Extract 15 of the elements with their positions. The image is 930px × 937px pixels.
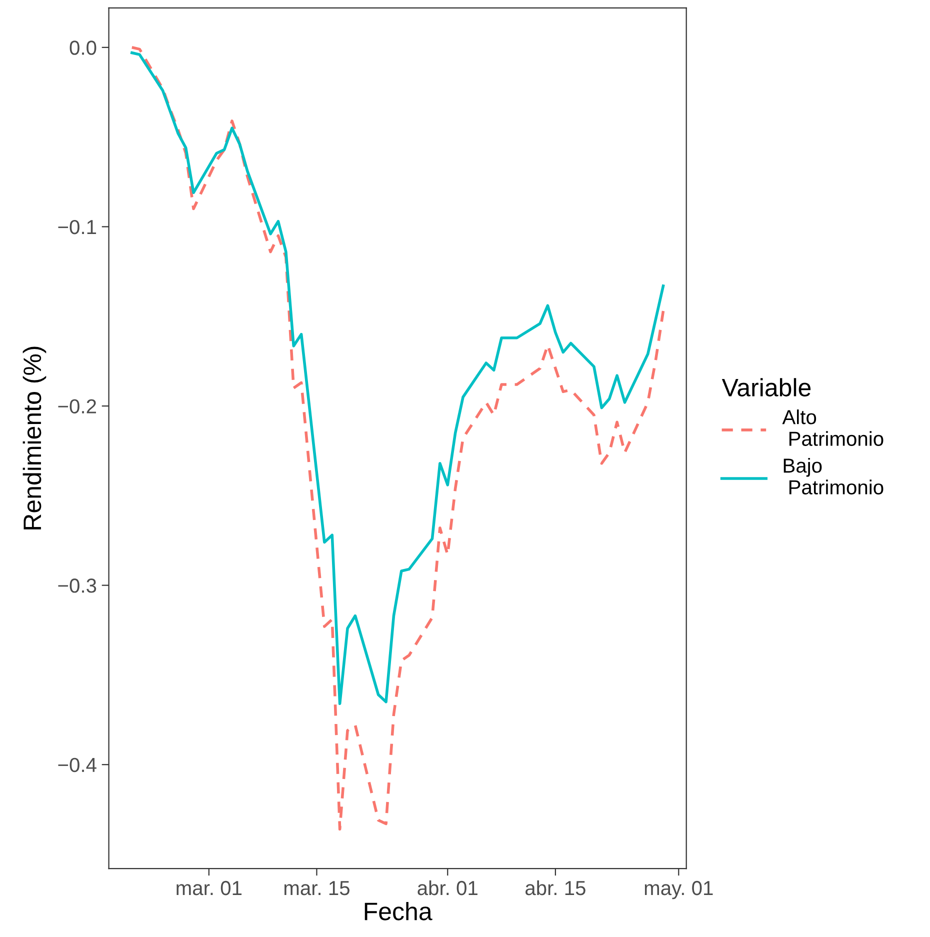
y-axis-title: Rendimiento (%) — [22, 346, 46, 530]
y-tick-label: 0.0 — [70, 40, 96, 55]
y-tick-label: −0.2 — [58, 399, 96, 414]
x-tick-label: may. 01 — [644, 880, 713, 900]
x-tick-label: mar. 15 — [284, 881, 350, 896]
legend-title: Variable — [722, 378, 811, 396]
legend-label: Bajo Patrimonio — [784, 458, 884, 494]
legend-label: Alto Patrimonio — [782, 409, 884, 446]
x-axis-title: Fecha — [364, 902, 432, 920]
y-tick-label: −0.4 — [58, 758, 96, 772]
y-tick-label: −0.3 — [58, 578, 96, 593]
x-tick-label: abr. 01 — [418, 880, 478, 896]
y-tick-label: −0.1 — [58, 220, 96, 234]
x-tick-label: abr. 15 — [525, 880, 586, 896]
x-tick-label: mar. 01 — [176, 880, 242, 896]
